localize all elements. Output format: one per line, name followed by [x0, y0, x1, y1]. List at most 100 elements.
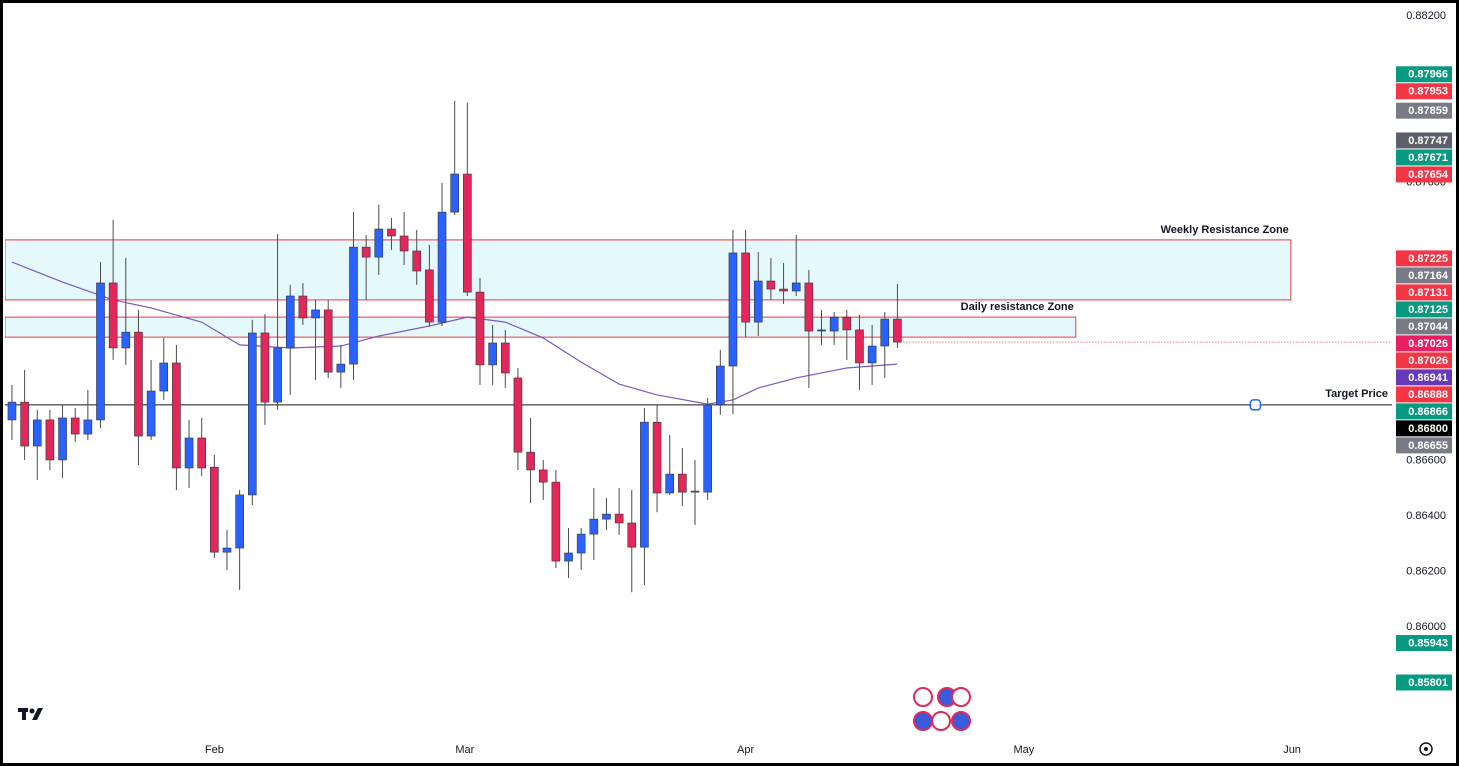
event-icons	[913, 687, 971, 731]
price-label: 0.86941	[1408, 372, 1448, 384]
price-label-box	[1396, 301, 1452, 318]
candle-body	[399, 235, 409, 252]
price-label-box	[1396, 352, 1452, 369]
y-tick-label: 0.86000	[1406, 621, 1446, 633]
price-label: 0.87026	[1408, 355, 1448, 367]
candle-body	[602, 513, 611, 520]
candle-body	[842, 316, 852, 331]
candle-body	[349, 246, 358, 365]
candle-body	[387, 228, 396, 237]
candle-body	[551, 481, 561, 562]
candle-body	[210, 466, 219, 553]
price-label: 0.87671	[1408, 152, 1448, 164]
candle-body	[159, 362, 169, 392]
price-label-box	[1396, 149, 1452, 166]
x-tick-label: Feb	[205, 744, 224, 756]
y-tick-label: 0.86200	[1406, 566, 1446, 578]
candle-body	[627, 522, 637, 548]
candle-body	[58, 417, 67, 461]
candle-body	[361, 246, 371, 258]
candle-body	[311, 309, 320, 319]
price-label: 0.87044	[1408, 321, 1449, 333]
plot-area	[5, 100, 1392, 593]
candle-body	[323, 309, 333, 373]
candle-body	[32, 419, 42, 447]
price-label-box	[1396, 318, 1452, 335]
price-label-box	[1396, 132, 1452, 149]
candle-body	[640, 421, 649, 548]
candle-body	[614, 513, 624, 524]
candle-body	[298, 295, 308, 319]
price-label-box	[1396, 420, 1452, 437]
price-label-box	[1396, 66, 1452, 83]
candle-body	[500, 342, 510, 374]
candle-body	[513, 377, 523, 453]
candle-body	[425, 269, 434, 323]
candle-body	[475, 291, 485, 366]
x-tick-label: Jun	[1283, 744, 1301, 756]
price-label-box	[1396, 102, 1452, 119]
candle-body	[108, 282, 118, 349]
price-label-box	[1396, 335, 1452, 352]
price-label: 0.87125	[1408, 304, 1448, 316]
candle-body	[336, 363, 346, 373]
y-tick-label: 0.88200	[1406, 10, 1446, 22]
target-label: Target Price	[1325, 388, 1388, 400]
candle-body	[374, 228, 384, 258]
x-tick-label: Mar	[455, 744, 474, 756]
price-label-box	[1396, 437, 1452, 454]
candle-body	[589, 518, 599, 535]
candle-body	[753, 280, 763, 323]
candle-body	[804, 282, 814, 332]
candle-body	[273, 347, 282, 403]
price-label-box	[1396, 635, 1452, 652]
price-label: 0.86888	[1408, 389, 1448, 401]
candle-body	[576, 533, 586, 554]
candle-body	[829, 316, 839, 332]
candle-body	[184, 437, 194, 469]
settings-icon[interactable]	[1419, 742, 1433, 756]
candle-body	[766, 280, 776, 290]
price-label: 0.87026	[1408, 338, 1448, 350]
zone-label: Weekly Resistance Zone	[1161, 224, 1289, 236]
x-tick-label: May	[1014, 744, 1035, 756]
price-label: 0.86866	[1408, 406, 1448, 418]
candle-body	[412, 250, 422, 272]
candle-body	[488, 342, 497, 366]
candle-body	[235, 494, 244, 549]
price-label-box	[1396, 369, 1452, 386]
candle-body	[817, 329, 826, 332]
price-label-box	[1396, 250, 1452, 267]
candle-body	[463, 173, 472, 293]
target-marker	[1249, 399, 1262, 411]
price-label: 0.85943	[1408, 637, 1448, 649]
y-tick-label: 0.86600	[1406, 454, 1446, 466]
candle-body	[779, 288, 788, 292]
candle-body	[665, 473, 675, 494]
candle-body	[172, 362, 181, 469]
price-label: 0.85801	[1408, 677, 1448, 689]
candle-body	[855, 329, 864, 364]
candle-body	[703, 404, 712, 493]
candle-body	[893, 318, 902, 343]
candle-body	[564, 552, 573, 562]
candle-body	[437, 211, 447, 323]
price-label: 0.87953	[1408, 86, 1448, 98]
x-tick-label: Apr	[737, 744, 754, 756]
price-label: 0.87164	[1408, 270, 1449, 282]
candle-body	[96, 282, 105, 421]
candle-body	[526, 451, 535, 471]
zone-label: Daily resistance Zone	[961, 301, 1074, 313]
zone	[5, 316, 1077, 338]
price-label: 0.87654	[1408, 169, 1449, 181]
price-label-box	[1396, 83, 1452, 100]
candle-body	[678, 473, 687, 493]
price-label: 0.86655	[1408, 440, 1448, 452]
price-label: 0.86800	[1408, 423, 1448, 435]
price-label-box	[1396, 166, 1452, 183]
price-label-box	[1396, 674, 1452, 691]
candle-body	[450, 173, 459, 213]
